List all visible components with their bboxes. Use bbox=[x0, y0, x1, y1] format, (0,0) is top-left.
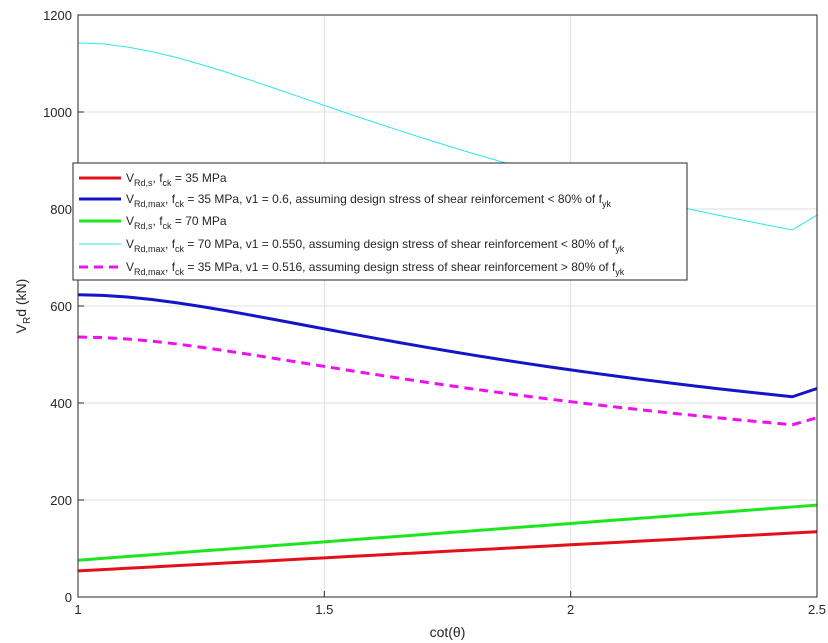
legend-label-part: Rd,max bbox=[134, 199, 166, 209]
legend-label-part: ck bbox=[163, 178, 173, 188]
legend-label-part: , f bbox=[153, 214, 164, 228]
legend-label-vrdmax35: VRd,max, fck = 35 MPa, v1 = 0.6, assumin… bbox=[126, 192, 611, 209]
legend-label-vrds70: VRd,s, fck = 70 MPa bbox=[126, 214, 227, 231]
x-axis-label: cot(θ) bbox=[430, 624, 466, 640]
y-axis-label: VRd (kN) bbox=[13, 279, 33, 334]
y-tick-label: 200 bbox=[50, 493, 72, 508]
series-line-vrdmax35b bbox=[77, 335, 818, 427]
legend-label-part: Rd,max bbox=[134, 244, 166, 254]
x-tick-label: 2 bbox=[567, 602, 574, 617]
y-axis-label-sub: R bbox=[22, 317, 33, 324]
series-line-vrdmax35 bbox=[77, 293, 818, 399]
legend-label-part: ck bbox=[163, 221, 173, 231]
legend-label-part: , f bbox=[165, 237, 176, 251]
legend-label-part: V bbox=[126, 237, 134, 251]
legend-box bbox=[72, 162, 688, 281]
legend-label-part: yk bbox=[615, 267, 625, 277]
legend-label-part: ck bbox=[175, 244, 185, 254]
x-tick-label: 1.5 bbox=[315, 602, 333, 617]
legend-label-part: = 35 MPa bbox=[172, 171, 227, 185]
legend-label-part: , f bbox=[153, 171, 164, 185]
legend-label-part: Rd,s bbox=[134, 221, 153, 231]
legend-label-part: yk bbox=[615, 244, 625, 254]
legend-label-vrdmax35b: VRd,max, fck = 35 MPa, v1 = 0.516, assum… bbox=[126, 260, 625, 277]
legend-label-part: ck bbox=[175, 199, 185, 209]
y-tick-label: 1200 bbox=[43, 8, 72, 23]
legend-label-part: = 35 MPa, v1 = 0.6, assuming design stre… bbox=[184, 192, 603, 206]
series-layer bbox=[77, 42, 818, 573]
y-tick-label: 0 bbox=[65, 590, 72, 605]
legend-label-part: Rd,s bbox=[134, 178, 153, 188]
legend-label-part: V bbox=[126, 260, 134, 274]
y-tick-label: 1000 bbox=[43, 105, 72, 120]
legend-label-part: Rd,max bbox=[134, 267, 166, 277]
series-line-vrds35 bbox=[77, 530, 818, 573]
legend-label-vrdmax70: VRd,max, fck = 70 MPa, v1 = 0.550, assum… bbox=[126, 237, 625, 254]
legend-label-part: yk bbox=[602, 199, 612, 209]
legend-label-part: V bbox=[126, 171, 134, 185]
legend-label-part: V bbox=[126, 192, 134, 206]
axis-ticks: 1 1.5 2 2.5 0 200 400 600 800 1000 1200 bbox=[43, 8, 826, 617]
y-axis-label-main: V bbox=[13, 323, 29, 333]
legend-label-part: , f bbox=[165, 192, 176, 206]
legend-label-part: = 70 MPa, v1 = 0.550, assuming design st… bbox=[184, 237, 616, 251]
y-axis-label-rest: d (kN) bbox=[13, 279, 29, 317]
legend-label-part: V bbox=[126, 214, 134, 228]
x-tick-label: 2.5 bbox=[808, 602, 826, 617]
y-tick-label: 400 bbox=[50, 396, 72, 411]
y-tick-label: 600 bbox=[50, 299, 72, 314]
x-tick-label: 1 bbox=[74, 602, 81, 617]
y-tick-label: 800 bbox=[50, 202, 72, 217]
legend-label-vrds35: VRd,s, fck = 35 MPa bbox=[126, 171, 227, 188]
legend-label-part: , f bbox=[165, 260, 176, 274]
legend-label-part: = 35 MPa, v1 = 0.516, assuming design st… bbox=[184, 260, 616, 274]
legend-label-part: ck bbox=[175, 267, 185, 277]
series-line-vrds70 bbox=[77, 503, 818, 562]
series-line-vrdmax70 bbox=[77, 42, 818, 231]
legend-label-part: = 70 MPa bbox=[172, 214, 227, 228]
